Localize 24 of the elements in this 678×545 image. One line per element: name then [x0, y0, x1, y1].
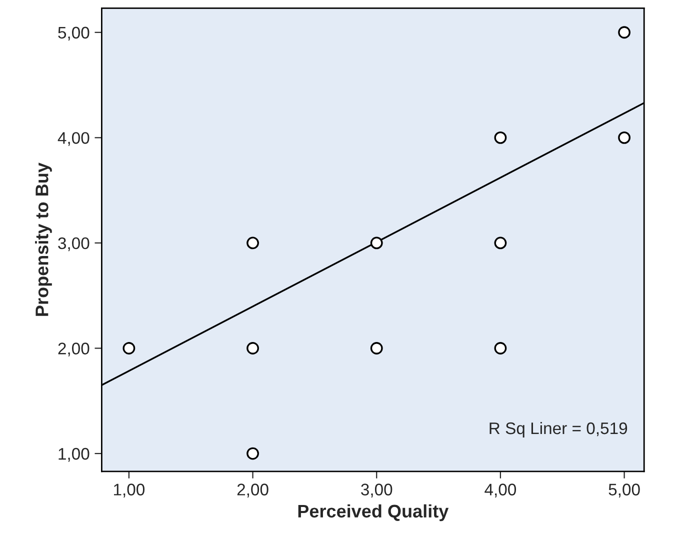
- x-tick-label: 5,00: [608, 484, 640, 498]
- point: [122, 342, 136, 354]
- x-tick-label: 2,00: [237, 484, 268, 498]
- point: [494, 236, 507, 250]
- point: [246, 447, 259, 460]
- point: [494, 131, 507, 144]
- y-tick-label: 4,00: [58, 132, 90, 146]
- y-axis-title: Propensity to Buy: [35, 162, 52, 316]
- point: [246, 342, 259, 354]
- point: [370, 236, 383, 250]
- point: [246, 236, 259, 250]
- y-tick-label: 3,00: [58, 237, 90, 252]
- y-tick-label: 1,00: [58, 448, 90, 462]
- x-tick-label: 3,00: [361, 484, 392, 498]
- x-tick-label: 4,00: [484, 484, 516, 498]
- y-tick-label: 2,00: [58, 342, 90, 356]
- x-axis-title: Perceived Quality: [298, 504, 449, 522]
- x-tick-label: 1,00: [114, 484, 145, 498]
- point: [494, 342, 507, 354]
- annotation: R Sq Liner = 0,519: [490, 422, 628, 438]
- point: [618, 131, 630, 144]
- point: [618, 26, 630, 39]
- point: [370, 342, 383, 354]
- y-tick-label: 5,00: [58, 26, 90, 41]
